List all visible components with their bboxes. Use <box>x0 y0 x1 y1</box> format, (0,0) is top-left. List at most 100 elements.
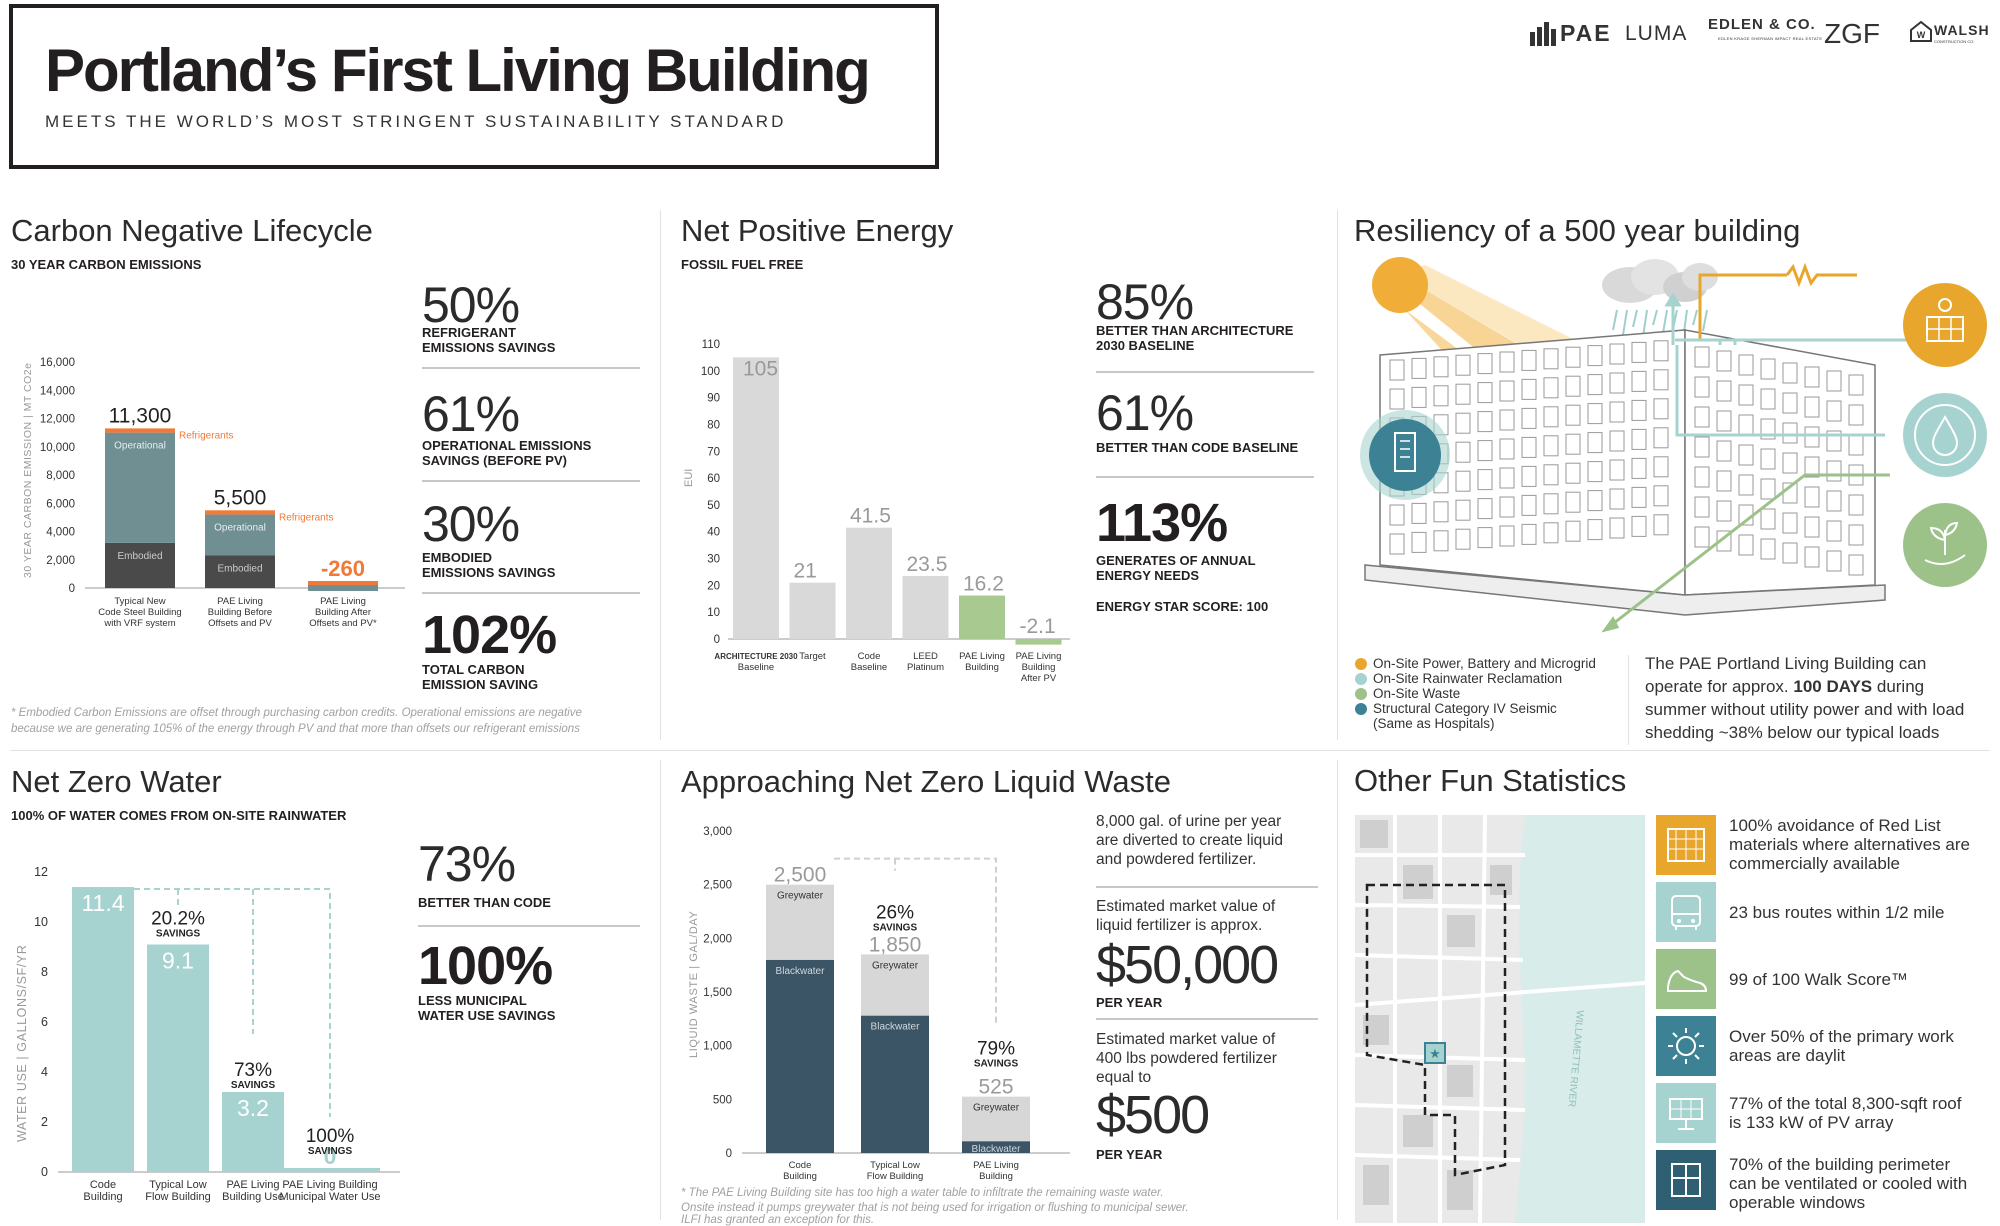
side-text: are diverted to create liquid <box>1096 832 1283 849</box>
x-tick-label: Building <box>965 662 999 673</box>
building-window <box>1631 370 1647 392</box>
x-tick-label: Building <box>783 1171 817 1182</box>
building-window <box>1782 392 1798 414</box>
y-tick-label: 0 <box>41 1165 48 1179</box>
x-tick-label: PAE Living <box>973 1160 1019 1171</box>
x-tick-label: PAE Living <box>959 651 1005 662</box>
building-window <box>1760 418 1776 440</box>
savings-connector <box>134 888 331 1117</box>
y-tick-label: 2 <box>41 1115 48 1129</box>
building-window <box>1389 388 1405 410</box>
building-window <box>1433 385 1449 407</box>
savings-word: SAVINGS <box>231 1080 276 1091</box>
building-window <box>1521 378 1537 400</box>
building-window <box>1782 452 1798 474</box>
side-text: liquid fertilizer is approx. <box>1096 917 1263 934</box>
building-window <box>1848 404 1864 426</box>
energy-chart: 0 10 20 30 40 50 60 70 80 90 100 110 EUI 105 ARCHITECT… <box>683 339 1070 684</box>
building-window <box>1848 554 1864 576</box>
segment-label: Greywater <box>872 960 919 971</box>
building-window <box>1587 432 1603 454</box>
building-window <box>1477 440 1493 462</box>
pae-logo-icon <box>1530 22 1556 46</box>
building-window <box>1411 531 1427 553</box>
column-divider <box>660 210 661 740</box>
building-window <box>1609 430 1625 452</box>
building-window <box>1826 460 1842 482</box>
building-window <box>1760 538 1776 560</box>
svg-text:★: ★ <box>1429 1046 1441 1061</box>
building-window <box>1694 376 1710 398</box>
water-subtitle: 100% OF WATER COMES FROM ON-SITE RAINWAT… <box>11 808 347 823</box>
y-tick-label: 10 <box>34 915 48 929</box>
building-window <box>1521 465 1537 487</box>
y-tick-label: 8 <box>41 965 48 979</box>
building-window <box>1609 488 1625 510</box>
y-tick-label: 0 <box>714 634 720 646</box>
y-tick-label: 6 <box>41 1015 48 1029</box>
stat-label: EMISSIONS SAVINGS <box>422 340 556 355</box>
x-tick-label: Target <box>799 651 826 662</box>
x-tick-label: PAE Living <box>217 596 263 607</box>
stat-value: 50% <box>422 277 520 333</box>
building-window <box>1694 406 1710 428</box>
side-text: and powdered fertilizer. <box>1096 851 1257 868</box>
waste-footnote: ILFI has granted an exception for this. <box>681 1214 875 1226</box>
building-window <box>1738 384 1754 406</box>
building-window <box>1694 436 1710 458</box>
walsh-logo-sub: CONSTRUCTION CO. <box>1934 39 1975 44</box>
building-window <box>1804 516 1820 538</box>
walsh-logo-icon: W <box>1910 20 1932 42</box>
bar-blackwater <box>861 1015 929 1153</box>
legend-dot <box>1355 703 1367 715</box>
building-window <box>1455 412 1471 434</box>
stat-label: BETTER THAN CODE <box>418 895 551 910</box>
building-window <box>1565 433 1581 455</box>
y-tick-label: 90 <box>707 393 720 405</box>
legend-label: On-Site Waste <box>1373 686 1461 701</box>
row-divider <box>10 750 1990 751</box>
building-window <box>1631 486 1647 508</box>
stat-label: EMISSION SAVING <box>422 677 539 692</box>
side-text: Estimated market value of <box>1096 1031 1276 1048</box>
y-tick-label: 110 <box>702 339 720 351</box>
building-window <box>1760 448 1776 470</box>
fun-stat-text: 23 bus routes within 1/2 mile <box>1729 903 1945 922</box>
sun-icon <box>1656 1016 1716 1076</box>
building-window <box>1782 362 1798 384</box>
building-window <box>1609 517 1625 539</box>
paragraph-line: shedding ~38% below our typical loads <box>1645 723 1940 742</box>
building-window <box>1433 530 1449 552</box>
building-window <box>1804 456 1820 478</box>
building-window <box>1433 356 1449 378</box>
segment-label: Embodied <box>117 551 162 562</box>
x-tick-label: Municipal Water Use <box>279 1191 380 1203</box>
x-tick-label: ARCHITECTURE 2030 <box>714 652 798 661</box>
y-tick-label: 12 <box>34 865 48 879</box>
window-icon <box>1656 1150 1716 1210</box>
y-tick-label: 0 <box>69 583 75 595</box>
side-text: Estimated market value of <box>1096 898 1276 915</box>
bar <box>280 1168 380 1172</box>
y-tick-label: 2,000 <box>703 933 732 945</box>
building-window <box>1477 382 1493 404</box>
building-window <box>1587 461 1603 483</box>
segment-label: Refrigerants <box>279 512 333 523</box>
segment-label: Embodied <box>217 564 262 575</box>
total-label: 1,850 <box>869 933 922 956</box>
partner-logos: PAE LUMA EDLEN & CO. EDLEN KRAGE SHERMAN… <box>1520 14 1990 54</box>
building-window <box>1543 348 1559 370</box>
per-year-label: PER YEAR <box>1096 1147 1163 1162</box>
segment-label: Greywater <box>973 1103 1020 1114</box>
bar-refrigerants <box>105 428 175 433</box>
building-window <box>1694 496 1710 518</box>
building-window <box>1587 403 1603 425</box>
building-window <box>1411 386 1427 408</box>
y-tick-label: 2,000 <box>46 555 75 567</box>
legend-label: Structural Category IV Seismic <box>1373 701 1557 716</box>
shoe-icon <box>1656 949 1716 1009</box>
x-tick-label: Building Before <box>208 607 272 618</box>
building-window <box>1499 409 1515 431</box>
building-window <box>1543 493 1559 515</box>
building-window <box>1782 542 1798 564</box>
